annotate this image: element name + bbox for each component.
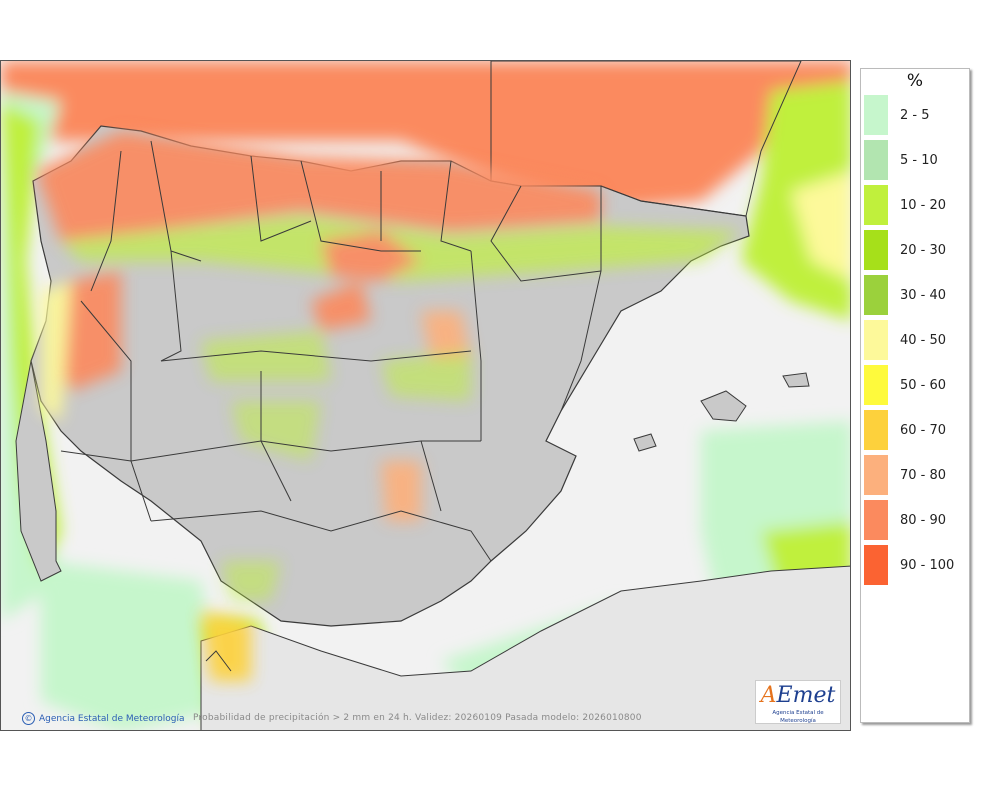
- north-africa: [200, 565, 850, 730]
- legend-item: 50 - 60: [864, 365, 946, 405]
- aemet-credit: © Agencia Estatal de Meteorología: [22, 712, 185, 725]
- legend-swatch: [864, 410, 888, 450]
- map-caption: Probabilidad de precipitación > 2 mm en …: [193, 713, 642, 723]
- legend-label: 70 - 80: [900, 467, 947, 483]
- legend-label: 5 - 10: [900, 152, 938, 168]
- legend-item: 10 - 20: [864, 185, 946, 225]
- legend-item: 80 - 90: [864, 500, 946, 540]
- legend-label: 2 - 5: [900, 107, 930, 123]
- legend-label: 40 - 50: [900, 332, 947, 348]
- portugal-coast: [15, 360, 62, 582]
- menorca: [782, 372, 810, 388]
- aemet-logo-subtitle: Agencia Estatal de Meteorología: [772, 710, 824, 724]
- legend-label: 20 - 30: [900, 242, 947, 258]
- legend-item: 2 - 5: [864, 95, 930, 135]
- aemet-logo: AEmet Agencia Estatal de Meteorología: [755, 680, 841, 724]
- legend-label: 60 - 70: [900, 422, 947, 438]
- legend-swatch: [864, 275, 888, 315]
- precipitation-probability-map: [1, 61, 850, 730]
- legend-swatch: [864, 185, 888, 225]
- legend-swatch: [864, 230, 888, 270]
- legend-item: 20 - 30: [864, 230, 946, 270]
- legend-swatch: [864, 500, 888, 540]
- legend-unit: %: [906, 71, 924, 91]
- ibiza: [633, 433, 657, 452]
- legend-item: 30 - 40: [864, 275, 946, 315]
- legend-item: 70 - 80: [864, 455, 946, 495]
- legend-swatch: [864, 455, 888, 495]
- legend-swatch: [864, 320, 888, 360]
- legend-panel: % 2 - 5 5 - 10 10 - 20 20 - 30 30 - 40 40 - 5…: [860, 68, 970, 723]
- legend-label: 30 - 40: [900, 287, 947, 303]
- legend-swatch: [864, 140, 888, 180]
- legend-item: 40 - 50: [864, 320, 946, 360]
- aemet-logo-mark: AEmet: [760, 683, 836, 708]
- credit-text: Agencia Estatal de Meteorología: [39, 713, 185, 724]
- legend-item: 60 - 70: [864, 410, 946, 450]
- legend-swatch: [864, 545, 888, 585]
- legend-swatch: [864, 95, 888, 135]
- land-precip-fields: [36, 131, 741, 681]
- copyright-icon: ©: [22, 712, 35, 725]
- legend-swatch: [864, 365, 888, 405]
- legend-label: 80 - 90: [900, 512, 947, 528]
- map-panel: [0, 60, 851, 731]
- region-borders: [60, 140, 602, 562]
- mallorca: [700, 390, 747, 422]
- strait-coast: [205, 650, 232, 672]
- legend-label: 10 - 20: [900, 197, 947, 213]
- legend-label: 50 - 60: [900, 377, 947, 393]
- legend-item: 5 - 10: [864, 140, 938, 180]
- legend-label: 90 - 100: [900, 557, 955, 573]
- legend-item: 90 - 100: [864, 545, 954, 585]
